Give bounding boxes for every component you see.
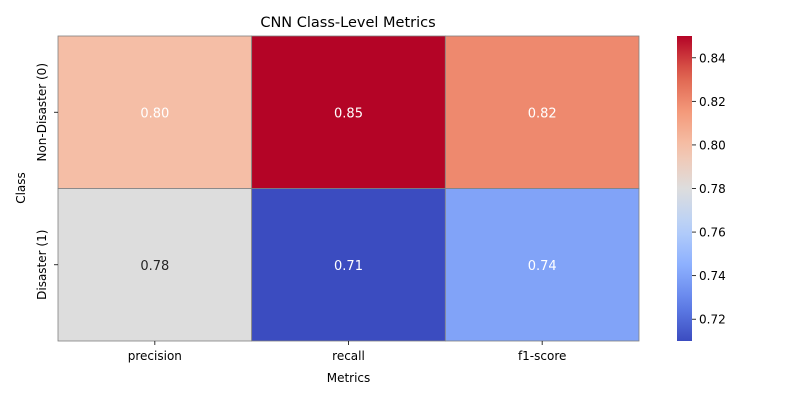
chart-title: CNN Class-Level Metrics: [260, 15, 435, 31]
colorbar-tick-label: 0.78: [699, 182, 726, 196]
heatmap-cell: [57, 188, 253, 342]
cell-value-label: 0.80: [140, 106, 169, 121]
heatmap-cells: 0.80 0.85 0.82 0.78 0.71 0.74: [57, 35, 640, 342]
y-tick-label: Disaster (1): [35, 230, 49, 300]
x-axis-label: Metrics: [327, 371, 371, 385]
cell-value-label: 0.85: [334, 106, 363, 121]
colorbar-tick-label: 0.84: [699, 51, 726, 65]
y-axis-label: Class: [14, 172, 28, 204]
cell-value-label: 0.82: [528, 106, 557, 121]
colorbar: 0.72 0.74 0.76 0.78 0.80 0.82 0.84: [677, 36, 726, 341]
y-tick-label: Non-Disaster (0): [35, 63, 49, 162]
colorbar-tick-label: 0.74: [699, 269, 726, 283]
colorbar-tick-label: 0.72: [699, 313, 726, 327]
heatmap-cell: [251, 35, 446, 189]
heatmap-cell: [57, 35, 253, 189]
x-tick-label: f1-score: [518, 349, 566, 363]
colorbar-tick-label: 0.82: [699, 95, 726, 109]
colorbar-gradient: [677, 36, 692, 341]
cell-value-label: 0.74: [528, 259, 557, 274]
colorbar-tick-label: 0.80: [699, 138, 726, 152]
heatmap-cell: [444, 188, 640, 342]
y-axis-ticks: Non-Disaster (0) Disaster (1): [35, 63, 58, 300]
colorbar-tick-label: 0.76: [699, 226, 726, 240]
x-axis-ticks: precision recall f1-score: [128, 341, 566, 363]
x-tick-label: precision: [128, 349, 182, 363]
heatmap-cell: [251, 188, 446, 342]
heatmap-cell: [444, 35, 640, 189]
cell-value-label: 0.71: [334, 259, 363, 274]
x-tick-label: recall: [332, 349, 365, 363]
cell-value-label: 0.78: [140, 259, 169, 274]
